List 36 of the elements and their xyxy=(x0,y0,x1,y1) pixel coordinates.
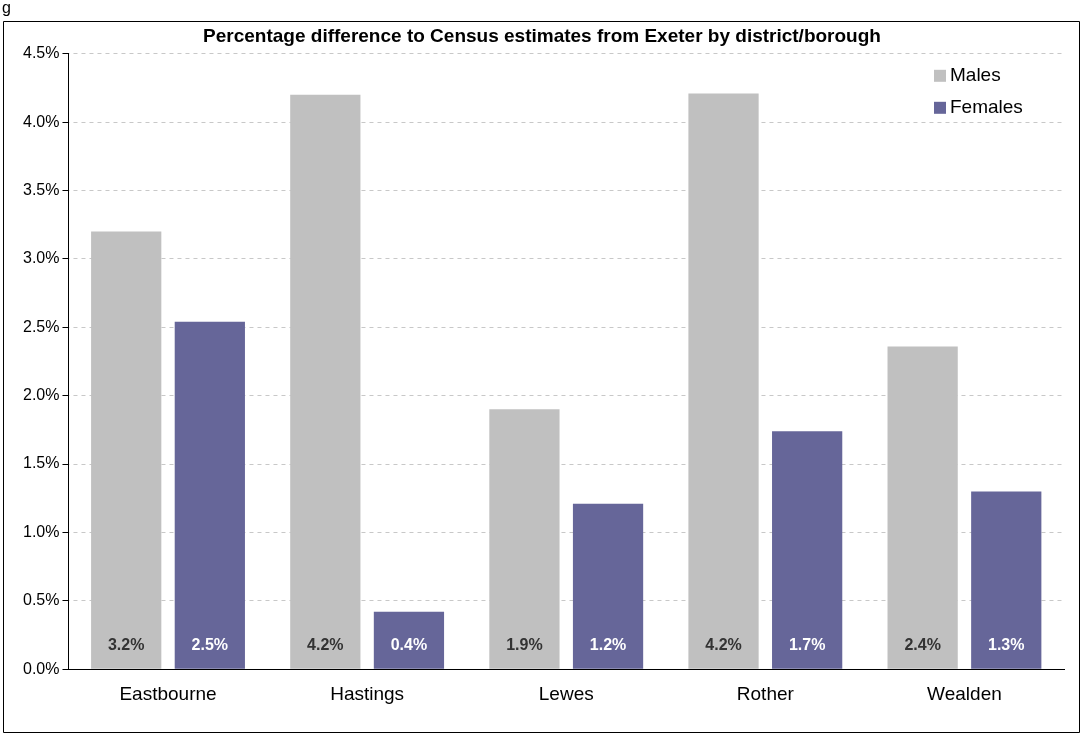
bar xyxy=(174,321,245,669)
legend-label: Females xyxy=(950,96,1023,118)
bar xyxy=(373,611,445,669)
y-tick-label: 1.5% xyxy=(23,454,60,472)
y-tick-label: 3.5% xyxy=(23,180,60,198)
data-label: 4.2% xyxy=(307,635,344,653)
y-tick-label: 1.0% xyxy=(23,522,60,540)
x-tick-label: Eastbourne xyxy=(119,682,217,704)
y-tick-label: 2.5% xyxy=(23,317,60,335)
data-label: 2.4% xyxy=(904,635,941,653)
legend-label: Males xyxy=(950,64,1001,86)
x-tick-label: Wealden xyxy=(927,682,1002,704)
data-label: 4.2% xyxy=(705,635,742,653)
y-tick-label: 4.5% xyxy=(23,44,60,62)
data-label: 0.4% xyxy=(390,635,428,653)
data-label: 1.7% xyxy=(788,635,826,653)
bar xyxy=(772,431,843,669)
x-tick-label: Rother xyxy=(736,682,795,704)
x-tick-label: Lewes xyxy=(538,682,594,704)
y-tick-label: 0.0% xyxy=(23,659,60,677)
bar xyxy=(887,346,958,669)
data-label: 1.9% xyxy=(506,635,543,653)
text: g xyxy=(2,0,11,17)
data-label: 1.3% xyxy=(988,635,1025,653)
data-label: 2.5% xyxy=(191,635,229,653)
data-label: 3.2% xyxy=(107,635,145,653)
chart-title: Percentage difference to Census estimates from Exeter by district/borough xyxy=(203,24,881,46)
y-tick-label: 3.0% xyxy=(23,249,60,267)
y-tick-label: 0.5% xyxy=(23,591,60,609)
bar xyxy=(971,491,1042,669)
y-tick-label: 4.0% xyxy=(23,112,60,130)
y-tick-label: 2.0% xyxy=(23,386,60,404)
bar xyxy=(572,503,644,669)
bar xyxy=(688,93,759,669)
x-tick-label: Hastings xyxy=(330,682,405,704)
data-label: 1.2% xyxy=(589,635,627,653)
